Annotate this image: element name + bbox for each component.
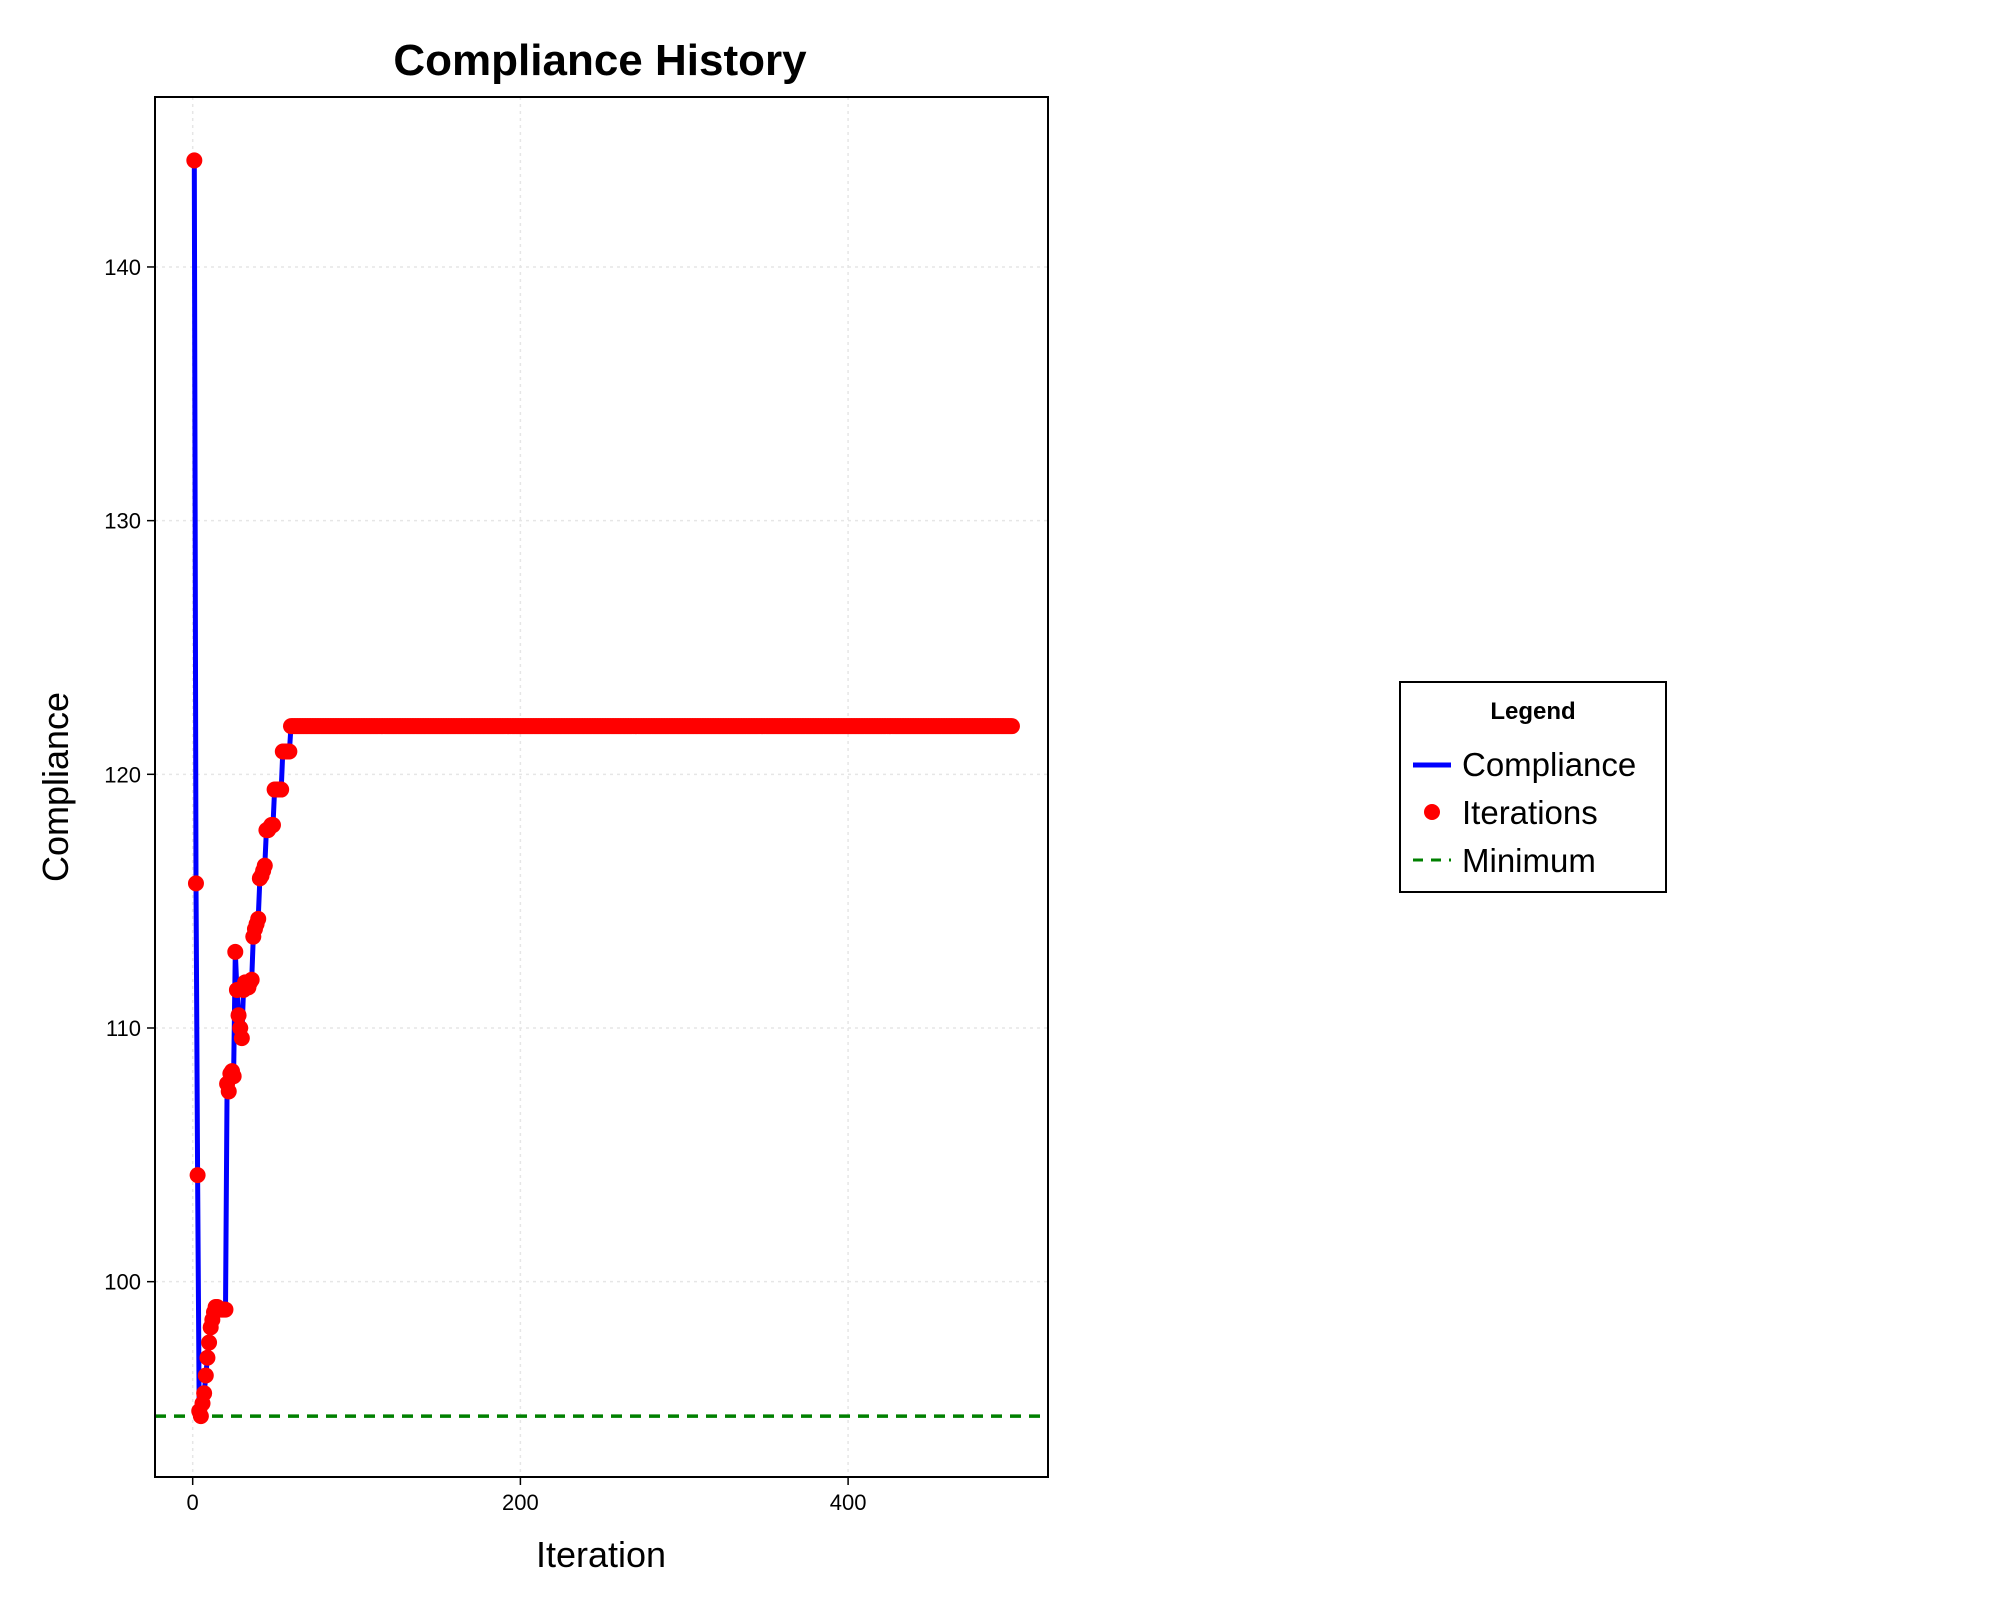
iteration-point: [1003, 718, 1020, 735]
iteration-point: [250, 910, 267, 927]
y-tick-label: 140: [104, 255, 141, 280]
x-axis-label: Iteration: [536, 1534, 666, 1575]
iteration-point: [217, 1301, 234, 1318]
iteration-point: [201, 1334, 218, 1351]
x-axis-ticks: 0 200 400: [187, 1477, 867, 1515]
plot-frame: [154, 96, 1049, 1478]
x-tick-label: 200: [502, 1490, 539, 1515]
iteration-point: [220, 1083, 237, 1100]
iteration-point: [186, 152, 203, 169]
legend-iterations-swatch: [1424, 804, 1440, 820]
y-axis-ticks: 100 110 120 130 140: [104, 255, 155, 1295]
iteration-point: [256, 857, 273, 874]
iteration-point: [233, 1030, 250, 1047]
iteration-point: [197, 1367, 214, 1384]
iteration-point: [230, 1007, 247, 1024]
grid: [155, 97, 1048, 1477]
y-tick-label: 110: [106, 1016, 141, 1041]
iteration-point: [196, 1385, 213, 1402]
legend-title: Legend: [1490, 698, 1575, 725]
iteration-points-layer: [186, 152, 1020, 1425]
iteration-point: [187, 875, 204, 892]
iteration-point: [225, 1068, 242, 1085]
iteration-point: [243, 971, 260, 988]
chart-title: Compliance History: [393, 36, 807, 85]
y-axis-label: Compliance: [35, 692, 76, 882]
iteration-point: [189, 1167, 206, 1184]
y-tick-label: 130: [104, 509, 141, 534]
y-tick-label: 120: [104, 762, 141, 787]
legend: Legend Compliance Iterations Minimum: [1399, 681, 1667, 893]
x-tick-label: 0: [187, 1490, 199, 1515]
compliance-line: [191, 160, 1012, 1419]
iteration-point: [192, 1408, 209, 1425]
legend-compliance-label: Compliance: [1462, 746, 1636, 783]
y-tick-label: 100: [104, 1270, 141, 1295]
iteration-point: [281, 743, 298, 760]
iteration-point: [227, 943, 244, 960]
legend-iterations-label: Iterations: [1462, 794, 1598, 831]
legend-box: [1399, 681, 1667, 893]
iteration-point: [199, 1349, 216, 1366]
x-tick-label: 400: [830, 1490, 867, 1515]
legend-minimum-label: Minimum: [1462, 842, 1596, 879]
compliance-line-layer: [191, 160, 1012, 1419]
iteration-point: [264, 817, 281, 834]
iteration-point: [273, 781, 290, 798]
